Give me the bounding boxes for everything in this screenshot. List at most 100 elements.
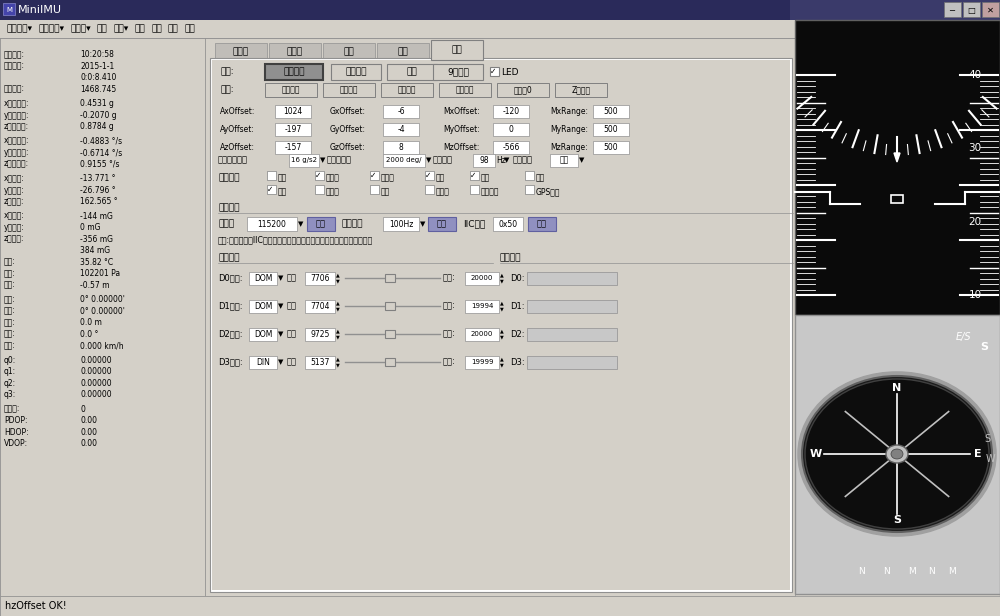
Bar bbox=[383, 217, 419, 231]
Bar bbox=[470, 185, 479, 194]
Text: 0° 0.00000': 0° 0.00000' bbox=[80, 295, 125, 304]
Text: 9725: 9725 bbox=[310, 330, 330, 339]
Text: ▼: ▼ bbox=[278, 275, 283, 281]
Text: 经度:: 经度: bbox=[4, 295, 16, 304]
Bar bbox=[215, 43, 267, 60]
Bar bbox=[305, 356, 335, 369]
Text: MzRange:: MzRange: bbox=[550, 142, 588, 152]
Bar bbox=[383, 105, 419, 118]
Text: ▲: ▲ bbox=[500, 328, 504, 333]
Polygon shape bbox=[894, 153, 900, 162]
Text: 9轴算法: 9轴算法 bbox=[447, 68, 469, 76]
Text: D2:: D2: bbox=[510, 330, 524, 339]
Bar bbox=[323, 83, 375, 97]
Text: 端口配置▾: 端口配置▾ bbox=[38, 25, 64, 33]
Text: ▼: ▼ bbox=[500, 307, 504, 312]
Bar bbox=[428, 217, 456, 231]
Bar bbox=[527, 272, 617, 285]
Bar bbox=[249, 300, 277, 313]
Bar bbox=[383, 141, 419, 154]
Text: MzOffset:: MzOffset: bbox=[443, 142, 479, 152]
Bar bbox=[383, 154, 425, 167]
Text: AzOffset:: AzOffset: bbox=[220, 142, 255, 152]
Bar bbox=[249, 328, 277, 341]
Text: Z轴归零: Z轴归零 bbox=[571, 86, 591, 94]
Text: 40: 40 bbox=[968, 70, 982, 80]
Bar bbox=[497, 83, 549, 97]
Text: 回传内容: 回传内容 bbox=[218, 174, 240, 182]
Text: 脉宽: 脉宽 bbox=[287, 301, 297, 310]
Bar bbox=[3, 3, 15, 15]
Bar bbox=[249, 356, 277, 369]
Bar bbox=[205, 38, 795, 596]
Text: N: N bbox=[859, 567, 865, 577]
Bar bbox=[963, 2, 980, 17]
Text: D2模式:: D2模式: bbox=[218, 330, 243, 339]
Bar bbox=[0, 0, 1000, 20]
Text: AxOffset:: AxOffset: bbox=[220, 107, 255, 116]
Text: 30: 30 bbox=[968, 144, 982, 153]
Text: 0.00000: 0.00000 bbox=[80, 390, 112, 399]
Bar bbox=[555, 83, 607, 97]
Bar bbox=[525, 171, 534, 180]
Text: 硬件版本▾: 硬件版本▾ bbox=[6, 25, 32, 33]
Text: 周期:: 周期: bbox=[443, 330, 456, 339]
Text: 校准:: 校准: bbox=[220, 86, 234, 94]
Text: -120: -120 bbox=[502, 107, 520, 116]
Text: 角度: 角度 bbox=[436, 174, 445, 182]
Text: -0.2070 g: -0.2070 g bbox=[80, 110, 117, 120]
Text: 98: 98 bbox=[479, 155, 489, 164]
Bar bbox=[0, 596, 1000, 616]
Text: ▼: ▼ bbox=[336, 334, 340, 339]
Bar bbox=[315, 171, 324, 180]
Text: 500: 500 bbox=[604, 107, 618, 116]
Text: D0模式:: D0模式: bbox=[218, 274, 243, 283]
Bar bbox=[0, 20, 1000, 38]
Text: 0: 0 bbox=[80, 405, 85, 413]
Text: -144 mG: -144 mG bbox=[80, 211, 113, 221]
Text: 地速: 地速 bbox=[381, 187, 390, 197]
Text: 陀螺仪量程: 陀螺仪量程 bbox=[327, 155, 352, 164]
Text: 20000: 20000 bbox=[471, 275, 493, 281]
Text: 周期:: 周期: bbox=[443, 357, 456, 367]
Text: 加速度: 加速度 bbox=[233, 47, 249, 57]
Bar bbox=[527, 356, 617, 369]
Text: 0 mG: 0 mG bbox=[80, 223, 101, 232]
Text: ▲: ▲ bbox=[500, 301, 504, 306]
Text: 10:20:58: 10:20:58 bbox=[80, 50, 114, 59]
Text: x轴角度:: x轴角度: bbox=[4, 174, 25, 183]
Bar bbox=[370, 171, 379, 180]
Text: 0.00: 0.00 bbox=[80, 416, 97, 425]
Text: 水平: 水平 bbox=[559, 155, 569, 164]
Bar bbox=[315, 185, 324, 194]
Text: DOM: DOM bbox=[254, 274, 272, 283]
Text: 记录: 记录 bbox=[97, 25, 108, 33]
Text: y轴加速度:: y轴加速度: bbox=[4, 110, 30, 120]
Text: ▲: ▲ bbox=[336, 357, 340, 362]
Text: 162.565 °: 162.565 ° bbox=[80, 197, 118, 206]
Text: 休眠: 休眠 bbox=[407, 68, 417, 76]
Text: 0.00: 0.00 bbox=[80, 428, 97, 437]
Bar bbox=[210, 58, 792, 592]
Bar bbox=[439, 83, 491, 97]
Text: 0.9155 °/s: 0.9155 °/s bbox=[80, 160, 120, 169]
Text: ▼: ▼ bbox=[500, 278, 504, 283]
Text: -0.57 m: -0.57 m bbox=[80, 280, 110, 290]
Bar bbox=[275, 105, 311, 118]
Text: -566: -566 bbox=[502, 142, 520, 152]
Text: ✓: ✓ bbox=[425, 171, 431, 180]
Text: 陀螺校准: 陀螺校准 bbox=[398, 86, 416, 94]
Text: 波特率: 波特率 bbox=[218, 219, 234, 229]
Text: 测量带宽: 测量带宽 bbox=[433, 155, 453, 164]
Text: 通信控制: 通信控制 bbox=[218, 203, 240, 213]
Text: 安装方向: 安装方向 bbox=[513, 155, 533, 164]
Text: D0:: D0: bbox=[510, 274, 524, 283]
Text: MiniIMU: MiniIMU bbox=[18, 5, 62, 15]
Text: x轴加速度:: x轴加速度: bbox=[4, 99, 30, 108]
Ellipse shape bbox=[891, 449, 903, 459]
Text: 0.8784 g: 0.8784 g bbox=[80, 122, 114, 131]
Text: 35.82 °C: 35.82 °C bbox=[80, 257, 113, 267]
Text: 5137: 5137 bbox=[310, 357, 330, 367]
Bar bbox=[593, 123, 629, 136]
Text: ✓: ✓ bbox=[315, 171, 321, 180]
